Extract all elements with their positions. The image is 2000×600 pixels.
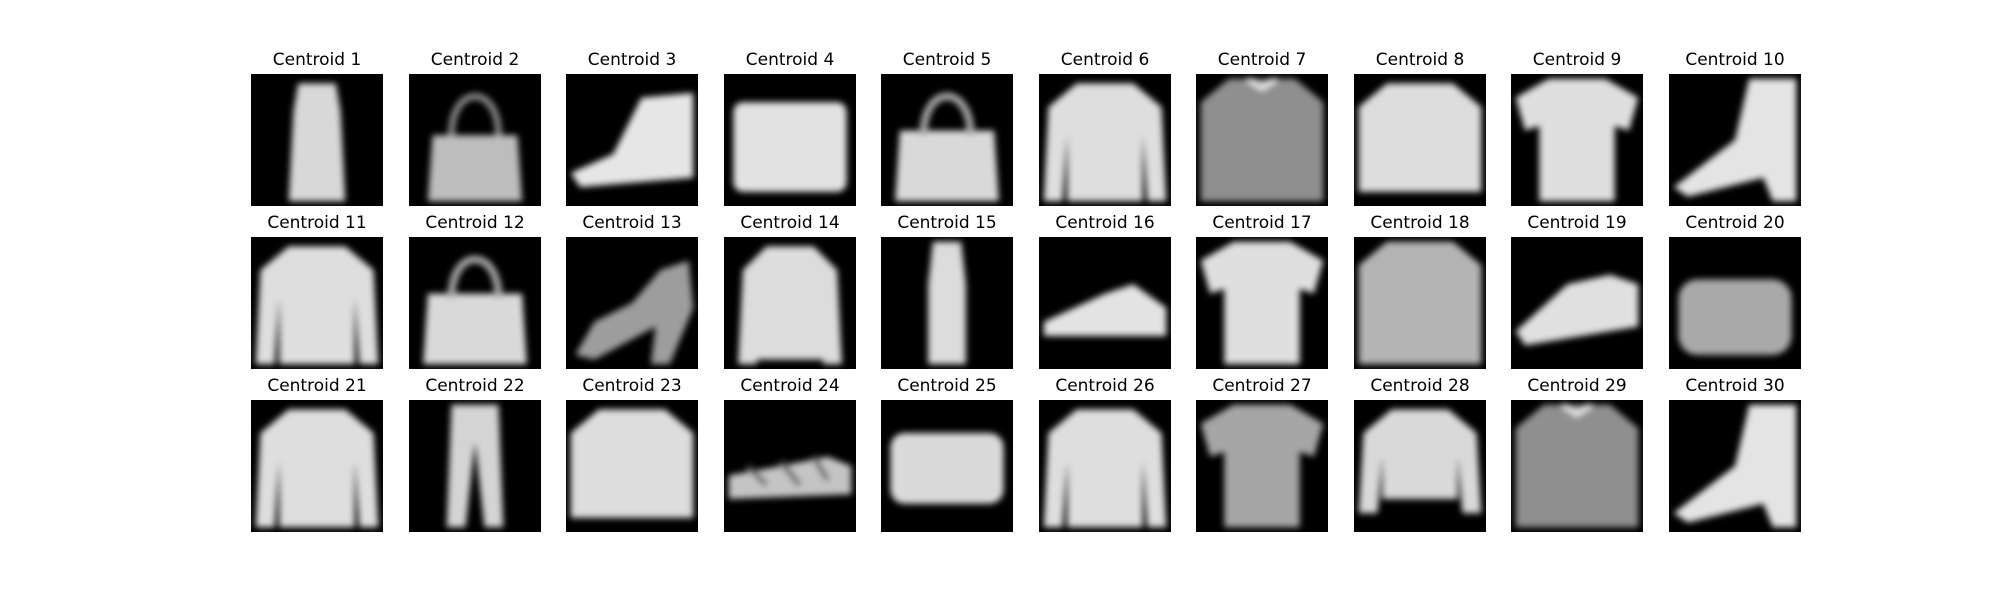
coat-silhouette-wide-icon — [566, 400, 698, 532]
centroid-title: Centroid 24 — [740, 376, 840, 396]
tshirt-silhouette-icon — [1511, 74, 1643, 206]
centroid-title: Centroid 30 — [1685, 376, 1785, 396]
centroid-title: Centroid 16 — [1055, 213, 1155, 233]
bag-silhouette-faint-icon — [409, 74, 541, 206]
heeled-boot-silhouette-icon — [1669, 74, 1801, 206]
trouser-silhouette-icon — [409, 400, 541, 532]
centroid-title: Centroid 26 — [1055, 376, 1155, 396]
centroid-title: Centroid 12 — [425, 213, 525, 233]
centroid-title: Centroid 22 — [425, 376, 525, 396]
centroid-title: Centroid 20 — [1685, 213, 1785, 233]
centroid-title: Centroid 3 — [587, 50, 677, 70]
heeled-boot-silhouette-icon — [1669, 400, 1801, 532]
bag-silhouette-blurred-icon — [1669, 237, 1801, 369]
centroid-title: Centroid 13 — [582, 213, 682, 233]
centroid-title: Centroid 19 — [1527, 213, 1627, 233]
pullover-silhouette-narrow-icon — [724, 237, 856, 369]
centroid-title: Centroid 4 — [745, 50, 835, 70]
shirt-silhouette-icon — [1354, 237, 1486, 369]
tshirt-silhouette-icon — [1196, 237, 1328, 369]
pullover-silhouette-icon — [1039, 74, 1171, 206]
shirt-silhouette-dim-icon — [1196, 74, 1328, 206]
bag-silhouette-wide-icon — [724, 74, 856, 206]
shirt-silhouette-dim-icon — [1511, 400, 1643, 532]
bag-silhouette-handle-icon — [881, 74, 1013, 206]
centroid-title: Centroid 10 — [1685, 50, 1785, 70]
sneaker-silhouette-high-icon — [1511, 237, 1643, 369]
centroid-title: Centroid 28 — [1370, 376, 1470, 396]
coat-silhouette-icon — [1354, 74, 1486, 206]
centroid-title: Centroid 25 — [897, 376, 997, 396]
sneaker-silhouette-icon — [1039, 237, 1171, 369]
bag-silhouette-flat-icon — [881, 400, 1013, 532]
centroid-title: Centroid 29 — [1527, 376, 1627, 396]
pullover-silhouette-wide-icon — [251, 400, 383, 532]
centroid-title: Centroid 18 — [1370, 213, 1470, 233]
centroid-title: Centroid 27 — [1212, 376, 1312, 396]
centroid-title: Centroid 2 — [430, 50, 520, 70]
centroid-title: Centroid 5 — [902, 50, 992, 70]
centroid-title: Centroid 8 — [1375, 50, 1465, 70]
centroid-title: Centroid 6 — [1060, 50, 1150, 70]
centroid-title: Centroid 11 — [267, 213, 367, 233]
centroid-title: Centroid 15 — [897, 213, 997, 233]
pullover-silhouette-icon — [251, 237, 383, 369]
ankle-boot-silhouette-icon — [566, 74, 698, 206]
dress-silhouette-narrow-icon — [881, 237, 1013, 369]
pullover-silhouette-icon — [1039, 400, 1171, 532]
dress-silhouette-icon — [251, 74, 383, 206]
centroid-title: Centroid 9 — [1532, 50, 1622, 70]
centroid-title: Centroid 14 — [740, 213, 840, 233]
tshirt-silhouette-dim-icon — [1196, 400, 1328, 532]
centroid-title: Centroid 7 — [1217, 50, 1307, 70]
centroid-title: Centroid 1 — [272, 50, 362, 70]
sandal-silhouette-icon — [566, 237, 698, 369]
bag-silhouette-handle-icon — [409, 237, 541, 369]
centroid-title: Centroid 21 — [267, 376, 367, 396]
centroid-title: Centroid 23 — [582, 376, 682, 396]
centroid-title: Centroid 17 — [1212, 213, 1312, 233]
pullover-silhouette-cropped-icon — [1354, 400, 1486, 532]
sandal-silhouette-flat-icon — [724, 400, 856, 532]
